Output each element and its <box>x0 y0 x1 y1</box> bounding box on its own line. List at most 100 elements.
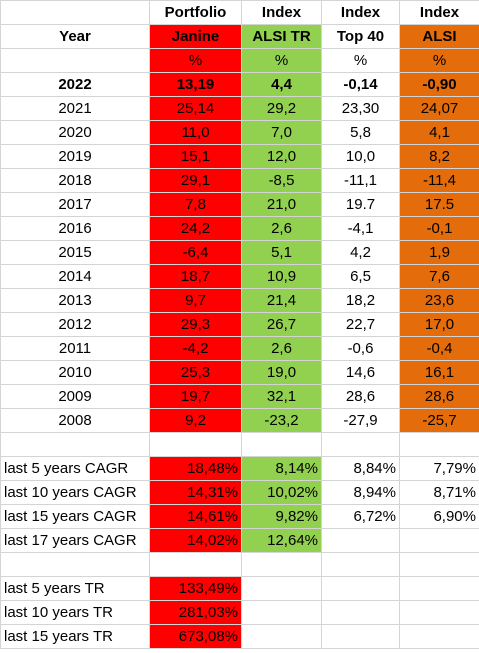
alsi-cell[interactable]: 28,6 <box>399 384 479 409</box>
portfolio-cell[interactable]: -4,2 <box>149 336 242 361</box>
top40-cell[interactable]: -11,1 <box>321 168 400 193</box>
alsi-tr-cagr-cell[interactable]: 12,64% <box>241 528 322 553</box>
cell[interactable] <box>0 432 150 457</box>
cell[interactable] <box>321 552 400 577</box>
portfolio-cell[interactable]: 13,19 <box>149 72 242 97</box>
cell[interactable] <box>0 552 150 577</box>
alsi-tr-cell[interactable]: 7,0 <box>241 120 322 145</box>
portfolio-cell[interactable]: 25,3 <box>149 360 242 385</box>
alsi-cell[interactable]: 16,1 <box>399 360 479 385</box>
portfolio-cell[interactable]: 24,2 <box>149 216 242 241</box>
header-year[interactable]: Year <box>0 24 150 49</box>
portfolio-cell[interactable]: 29,3 <box>149 312 242 337</box>
tr-label[interactable]: last 5 years TR <box>0 576 150 601</box>
alsi-cell[interactable]: -0,1 <box>399 216 479 241</box>
alsi-tr-cagr-cell[interactable]: 10,02% <box>241 480 322 505</box>
top40-cell[interactable]: 23,30 <box>321 96 400 121</box>
portfolio-cagr-cell[interactable]: 18,48% <box>149 456 242 481</box>
alsi-cagr-cell[interactable] <box>399 528 479 553</box>
top40-cell[interactable]: -4,1 <box>321 216 400 241</box>
alsi-cell[interactable]: 7,6 <box>399 264 479 289</box>
year-cell[interactable]: 2022 <box>0 72 150 97</box>
top40-cell[interactable]: 19.7 <box>321 192 400 217</box>
alsi-cell[interactable]: 8,2 <box>399 144 479 169</box>
portfolio-cell[interactable]: 9,2 <box>149 408 242 433</box>
top40-cell[interactable]: 6,5 <box>321 264 400 289</box>
year-cell[interactable]: 2014 <box>0 264 150 289</box>
alsi-tr-cell[interactable]: -23,2 <box>241 408 322 433</box>
portfolio-cell[interactable]: 11,0 <box>149 120 242 145</box>
portfolio-tr-cell[interactable]: 281,03% <box>149 600 242 625</box>
top40-cell[interactable]: 14,6 <box>321 360 400 385</box>
header-index[interactable]: Index <box>399 0 479 25</box>
cagr-label[interactable]: last 17 years CAGR <box>0 528 150 553</box>
cell[interactable] <box>399 432 479 457</box>
alsi-cell[interactable]: 1,9 <box>399 240 479 265</box>
portfolio-cell[interactable]: 18,7 <box>149 264 242 289</box>
header-janine[interactable]: Janine <box>149 24 242 49</box>
top40-cell[interactable]: -27,9 <box>321 408 400 433</box>
cell[interactable] <box>149 432 242 457</box>
year-cell[interactable]: 2012 <box>0 312 150 337</box>
cell[interactable] <box>321 576 400 601</box>
top40-cell[interactable]: 5,8 <box>321 120 400 145</box>
alsi-tr-cell[interactable]: 29,2 <box>241 96 322 121</box>
cagr-label[interactable]: last 15 years CAGR <box>0 504 150 529</box>
alsi-cell[interactable]: -11,4 <box>399 168 479 193</box>
top40-cell[interactable]: -0,6 <box>321 336 400 361</box>
alsi-cell[interactable]: -0,90 <box>399 72 479 97</box>
cagr-label[interactable]: last 10 years CAGR <box>0 480 150 505</box>
alsi-tr-cell[interactable]: 2,6 <box>241 216 322 241</box>
alsi-tr-cell[interactable]: 5,1 <box>241 240 322 265</box>
alsi-tr-cell[interactable]: -8,5 <box>241 168 322 193</box>
portfolio-cell[interactable]: 7,8 <box>149 192 242 217</box>
portfolio-cell[interactable]: -6,4 <box>149 240 242 265</box>
portfolio-tr-cell[interactable]: 673,08% <box>149 624 242 649</box>
portfolio-cell[interactable]: 29,1 <box>149 168 242 193</box>
alsi-cell[interactable]: 17,0 <box>399 312 479 337</box>
alsi-tr-cell[interactable]: 12,0 <box>241 144 322 169</box>
year-cell[interactable]: 2016 <box>0 216 150 241</box>
unit-cell[interactable]: % <box>399 48 479 73</box>
cell[interactable] <box>399 552 479 577</box>
top40-cell[interactable]: -0,14 <box>321 72 400 97</box>
alsi-cell[interactable]: 4,1 <box>399 120 479 145</box>
header-top40[interactable]: Top 40 <box>321 24 400 49</box>
year-cell[interactable]: 2009 <box>0 384 150 409</box>
cell[interactable] <box>321 624 400 649</box>
alsi-tr-cell[interactable]: 10,9 <box>241 264 322 289</box>
top40-cell[interactable]: 10,0 <box>321 144 400 169</box>
top40-cell[interactable]: 28,6 <box>321 384 400 409</box>
cell[interactable] <box>241 432 322 457</box>
top40-cell[interactable]: 22,7 <box>321 312 400 337</box>
portfolio-cagr-cell[interactable]: 14,31% <box>149 480 242 505</box>
top40-cell[interactable]: 18,2 <box>321 288 400 313</box>
portfolio-cell[interactable]: 19,7 <box>149 384 242 409</box>
alsi-tr-cell[interactable]: 32,1 <box>241 384 322 409</box>
unit-cell[interactable]: % <box>241 48 322 73</box>
alsi-tr-cell[interactable]: 21,4 <box>241 288 322 313</box>
year-cell[interactable]: 2019 <box>0 144 150 169</box>
portfolio-tr-cell[interactable]: 133,49% <box>149 576 242 601</box>
year-cell[interactable]: 2015 <box>0 240 150 265</box>
portfolio-cell[interactable]: 25,14 <box>149 96 242 121</box>
alsi-cagr-cell[interactable]: 7,79% <box>399 456 479 481</box>
top40-cagr-cell[interactable] <box>321 528 400 553</box>
header-portfolio[interactable]: Portfolio <box>149 0 242 25</box>
alsi-tr-cell[interactable]: 21,0 <box>241 192 322 217</box>
cell[interactable] <box>321 432 400 457</box>
header-index[interactable]: Index <box>321 0 400 25</box>
alsi-tr-cell[interactable]: 19,0 <box>241 360 322 385</box>
tr-label[interactable]: last 15 years TR <box>0 624 150 649</box>
top40-cagr-cell[interactable]: 6,72% <box>321 504 400 529</box>
alsi-cagr-cell[interactable]: 8,71% <box>399 480 479 505</box>
header-index[interactable]: Index <box>241 0 322 25</box>
alsi-cell[interactable]: 24,07 <box>399 96 479 121</box>
cell[interactable] <box>321 600 400 625</box>
unit-cell[interactable]: % <box>149 48 242 73</box>
cell[interactable] <box>241 576 322 601</box>
cell[interactable] <box>241 600 322 625</box>
year-cell[interactable]: 2021 <box>0 96 150 121</box>
cell[interactable] <box>241 552 322 577</box>
cagr-label[interactable]: last 5 years CAGR <box>0 456 150 481</box>
